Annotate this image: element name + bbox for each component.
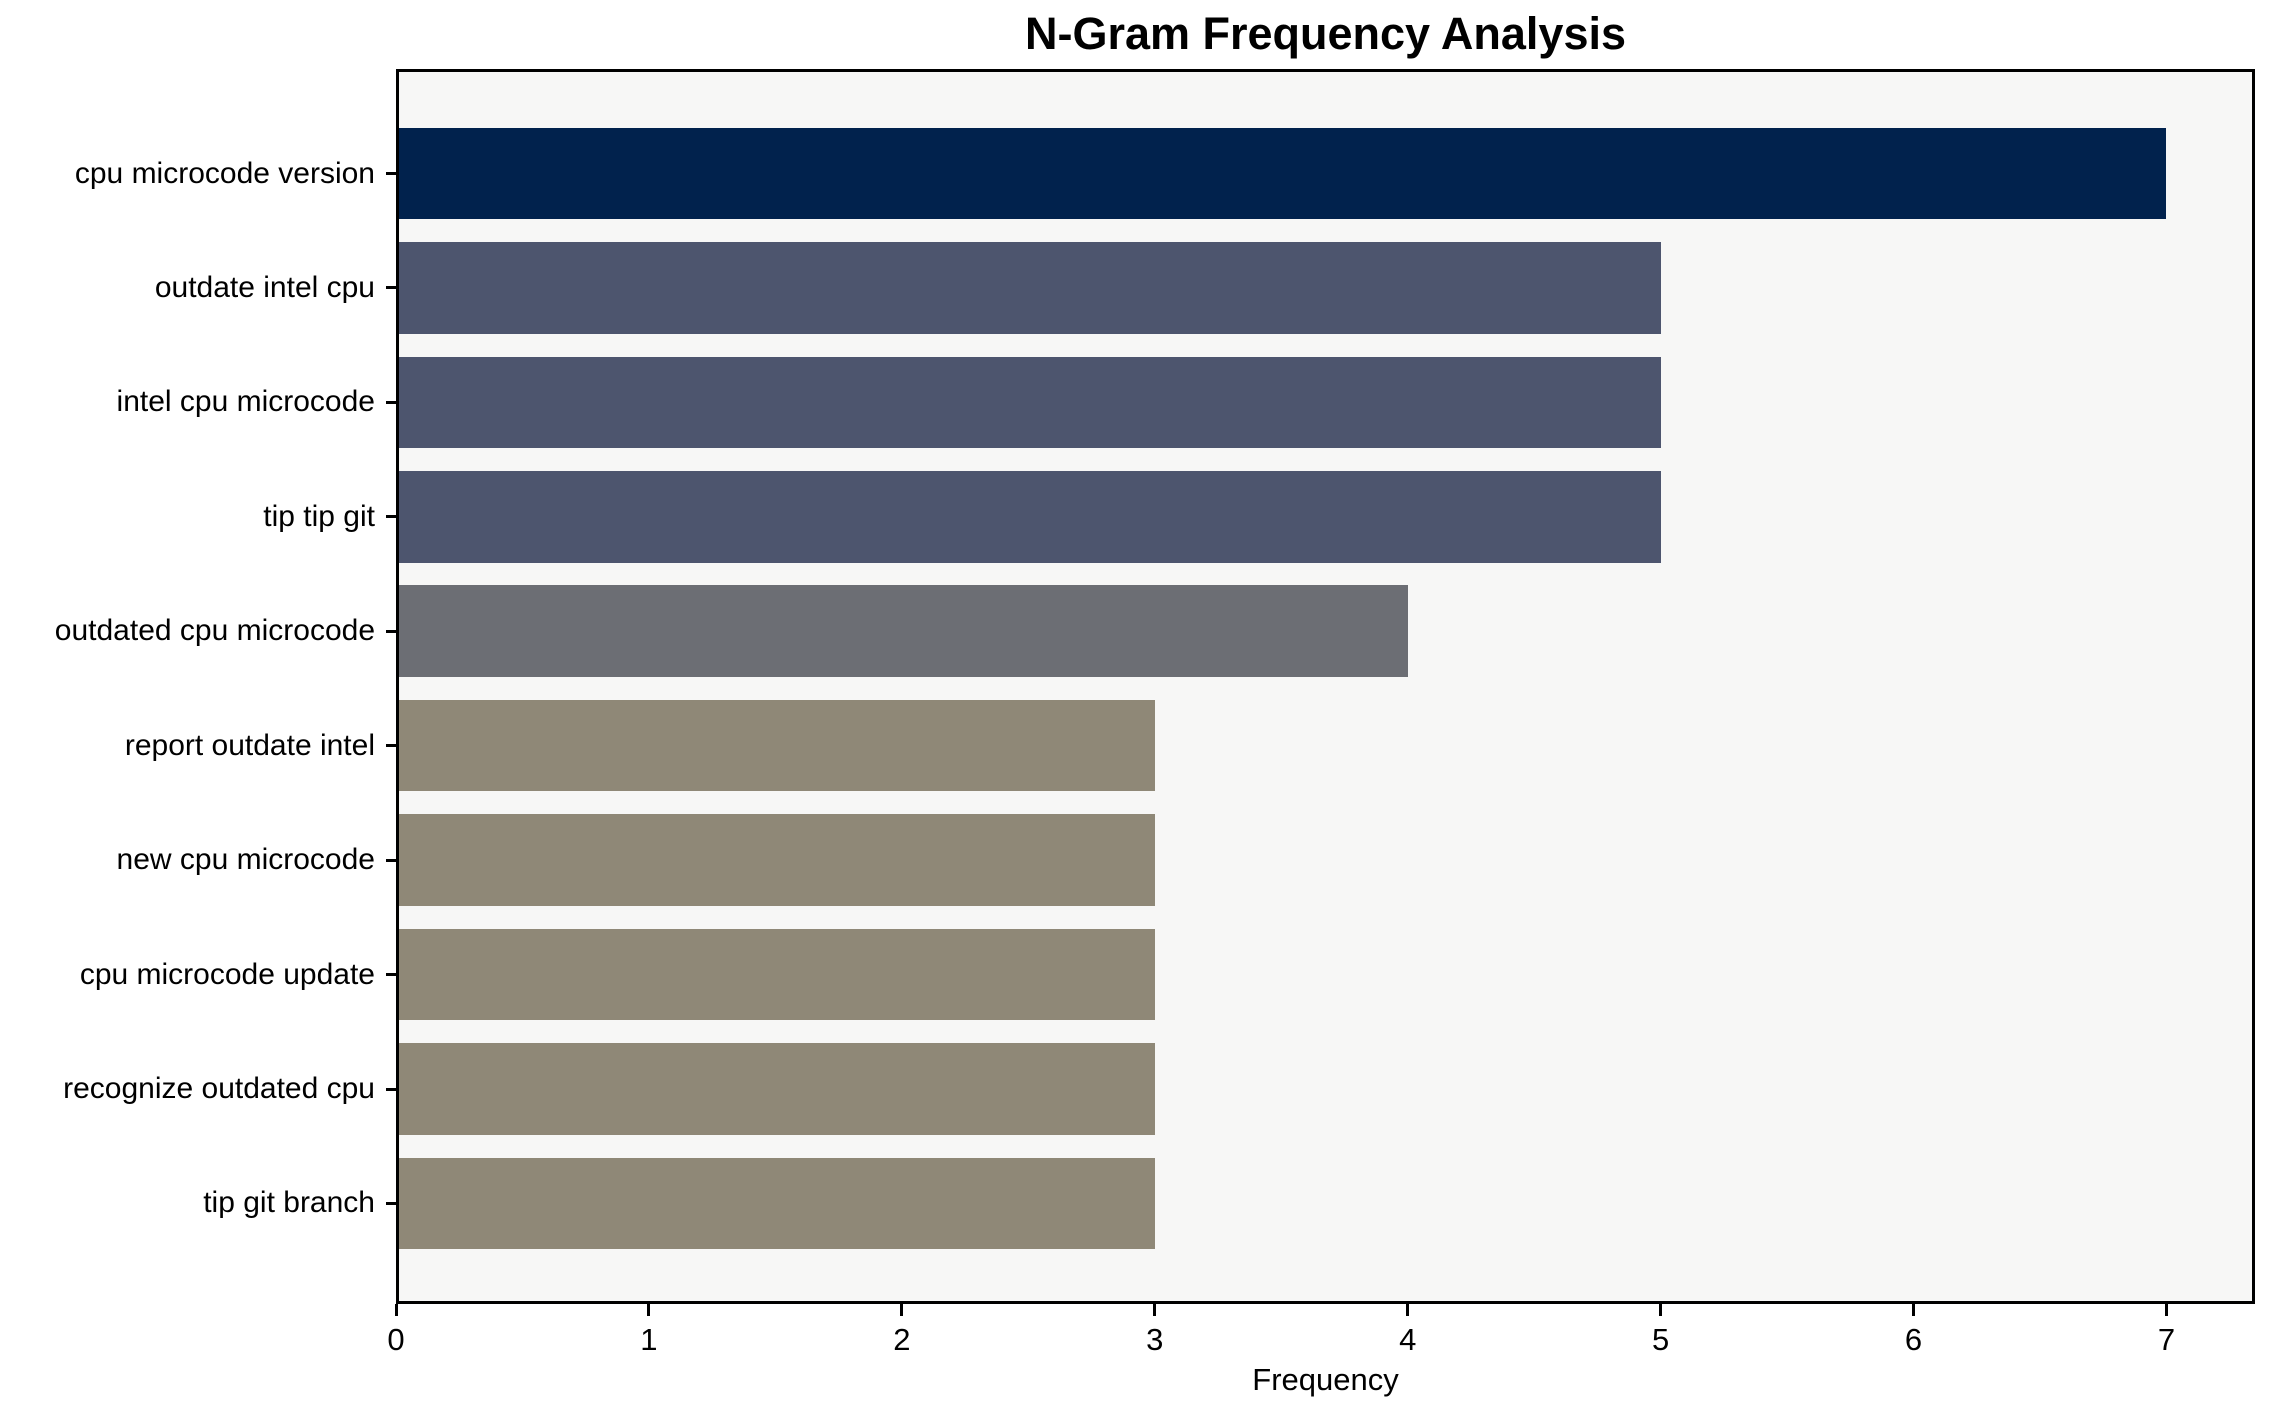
x-tick-label: 5: [1652, 1322, 1670, 1357]
x-tick-label: 0: [387, 1322, 405, 1357]
y-tick-label: tip tip git: [263, 499, 375, 533]
x-tick-label: 4: [1399, 1322, 1417, 1357]
x-axis-title: Frequency: [1252, 1362, 1399, 1397]
x-tick-mark: [1912, 1304, 1916, 1316]
x-tick-label: 7: [2157, 1322, 2176, 1357]
bar: [396, 814, 1155, 906]
x-tick-mark: [2164, 1304, 2168, 1316]
y-tick-label: report outdate intel: [124, 728, 375, 762]
bar: [396, 699, 1155, 792]
bar: [396, 242, 1661, 334]
chart-title: N-Gram Frequency Analysis: [1024, 8, 1627, 59]
bar: [396, 471, 1661, 563]
x-tick-mark: [1659, 1304, 1663, 1316]
x-tick-mark: [900, 1304, 904, 1316]
bar: [396, 127, 2167, 220]
y-tick-mark: [386, 1087, 396, 1091]
y-tick-mark: [386, 973, 396, 977]
bar: [396, 356, 1661, 449]
y-tick-label: tip git branch: [203, 1186, 375, 1220]
x-tick-mark: [647, 1304, 651, 1316]
y-tick-mark: [386, 1201, 396, 1205]
y-tick-label: outdated cpu microcode: [54, 614, 375, 648]
y-tick-mark: [386, 172, 396, 175]
x-tick-mark: [1406, 1304, 1410, 1316]
bar: [396, 1157, 1155, 1250]
bar: [396, 928, 1155, 1021]
y-tick-label: cpu microcode update: [79, 957, 375, 991]
y-tick-label: recognize outdated cpu: [63, 1072, 375, 1106]
y-tick-mark: [386, 400, 396, 404]
y-tick-label: new cpu microcode: [116, 843, 375, 877]
x-tick-mark: [1153, 1304, 1157, 1316]
y-tick-label: intel cpu microcode: [116, 385, 375, 419]
x-tick-label: 6: [1904, 1322, 1923, 1357]
y-tick-mark: [386, 515, 396, 519]
bar: [396, 1043, 1155, 1135]
plot-area: [396, 69, 2255, 1304]
bar: [396, 585, 1408, 678]
y-tick-mark: [386, 286, 396, 290]
y-tick-mark: [386, 744, 396, 748]
y-tick-mark: [386, 858, 396, 862]
y-tick-label: cpu microcode version: [74, 156, 375, 190]
x-tick-label: 2: [893, 1322, 911, 1357]
x-tick-label: 3: [1146, 1322, 1164, 1357]
x-tick-mark: [394, 1304, 398, 1316]
y-tick-mark: [386, 629, 396, 633]
y-tick-label: outdate intel cpu: [154, 270, 375, 304]
x-tick-label: 1: [640, 1322, 658, 1357]
